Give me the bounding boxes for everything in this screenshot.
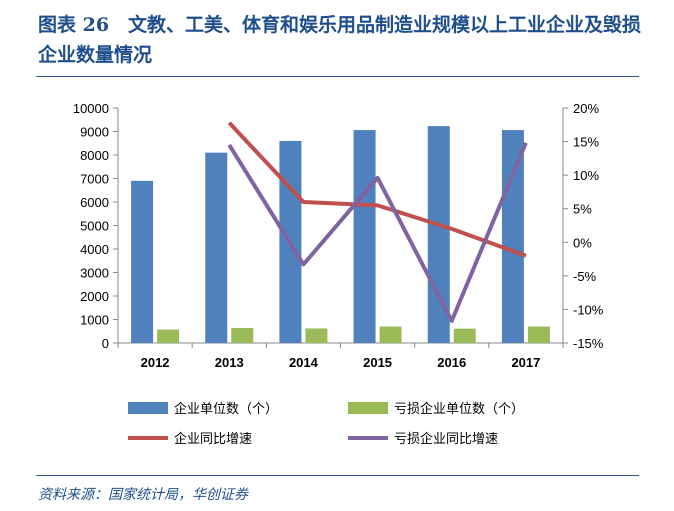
left-tick-label: 3000	[80, 266, 109, 281]
bar-loss-enterprises	[527, 326, 550, 343]
right-tick-label: -15%	[573, 336, 604, 351]
bar-enterprises	[501, 130, 524, 343]
left-tick-label: 6000	[80, 195, 109, 210]
bar-loss-enterprises	[305, 328, 328, 343]
left-tick-label: 4000	[80, 242, 109, 257]
left-tick-label: 2000	[80, 289, 109, 304]
bar-loss-enterprises	[379, 326, 402, 343]
legend-label: 企业同比增速	[174, 431, 252, 446]
legend-label: 亏损企业同比增速	[394, 431, 498, 446]
bar-loss-enterprises	[453, 328, 476, 343]
bar-enterprises	[131, 180, 154, 343]
legend-label: 亏损企业单位数（个）	[394, 401, 524, 416]
right-tick-label: 20%	[573, 101, 599, 116]
legend-label: 企业单位数（个）	[174, 401, 278, 416]
source-divider	[36, 475, 639, 476]
right-tick-label: 5%	[573, 202, 592, 217]
right-tick-label: 10%	[573, 168, 599, 183]
right-tick-label: 0%	[573, 235, 592, 250]
left-tick-label: 0	[102, 336, 109, 351]
legend-swatch	[348, 402, 388, 414]
bar-loss-enterprises	[231, 327, 254, 343]
x-tick-label: 2015	[363, 355, 392, 370]
right-tick-label: -5%	[573, 269, 597, 284]
x-tick-label: 2012	[141, 355, 170, 370]
source-note: 资料来源：国家统计局，华创证券	[38, 487, 248, 503]
left-tick-label: 1000	[80, 313, 109, 328]
x-tick-label: 2016	[437, 355, 466, 370]
line-loss-enterprise-growth	[227, 142, 528, 323]
x-tick-label: 2017	[511, 355, 540, 370]
line-enterprise-growth	[227, 121, 527, 258]
left-tick-label: 10000	[73, 101, 109, 116]
left-tick-label: 8000	[80, 148, 109, 163]
x-tick-label: 2013	[215, 355, 244, 370]
left-tick-label: 9000	[80, 125, 109, 140]
left-tick-label: 5000	[80, 219, 109, 234]
bar-enterprises	[353, 130, 376, 343]
x-tick-label: 2014	[289, 355, 319, 370]
title-divider	[36, 76, 639, 77]
page-title: 图表 26 文教、工美、体育和娱乐用品制造业规模以上工业企业及毁损企业数量情况	[38, 14, 642, 66]
bar-loss-enterprises	[157, 329, 180, 343]
right-tick-label: -10%	[573, 302, 604, 317]
right-tick-label: 15%	[573, 135, 599, 150]
left-tick-label: 7000	[80, 172, 109, 187]
bar-enterprises	[205, 152, 228, 343]
legend-swatch	[128, 402, 168, 414]
chart: 0 1000 2000 3000 4000 5000 6000 7000 8000 9000 100…	[73, 101, 604, 446]
